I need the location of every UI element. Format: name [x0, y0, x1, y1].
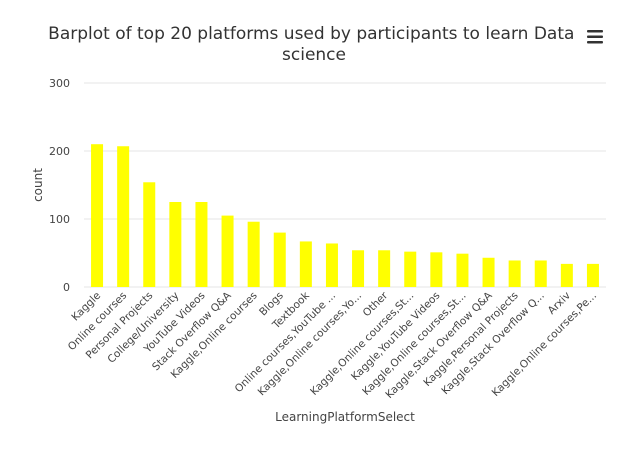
bar[interactable] [325, 243, 338, 287]
bar[interactable] [456, 253, 469, 287]
x-axis-title: LearningPlatformSelect [275, 410, 415, 424]
bar[interactable] [117, 146, 130, 287]
bar[interactable] [169, 202, 182, 287]
y-tick-label: 300 [49, 77, 70, 90]
bar[interactable] [299, 241, 312, 287]
bar[interactable] [560, 263, 573, 287]
bar[interactable] [378, 250, 391, 287]
bar[interactable] [404, 251, 417, 287]
hamburger-menu-icon [587, 30, 603, 44]
bar[interactable] [273, 232, 286, 287]
bar[interactable] [430, 252, 443, 287]
chart-title-line-1: Barplot of top 20 platforms used by part… [48, 24, 574, 44]
chart-menu-button[interactable] [582, 24, 608, 48]
y-gridlines [84, 82, 606, 288]
y-tick-label: 200 [49, 145, 70, 158]
y-tick-label: 100 [49, 213, 70, 226]
bar[interactable] [91, 144, 104, 287]
bar[interactable] [482, 257, 495, 287]
y-axis-title: count [31, 168, 45, 202]
bar[interactable] [221, 215, 234, 287]
y-tick-label: 0 [63, 281, 70, 294]
bar[interactable] [508, 260, 521, 287]
chart-title-line-2: science [282, 45, 346, 65]
y-axis-ticks: 0 100 200 300 [49, 77, 70, 294]
bar[interactable] [247, 221, 260, 287]
bar[interactable] [534, 260, 547, 287]
bars [91, 144, 599, 287]
bar[interactable] [352, 250, 365, 287]
chart-title: Barplot of top 20 platforms used by part… [48, 24, 580, 65]
bar[interactable] [195, 202, 208, 287]
bar[interactable] [143, 182, 156, 287]
bar[interactable] [586, 263, 599, 287]
